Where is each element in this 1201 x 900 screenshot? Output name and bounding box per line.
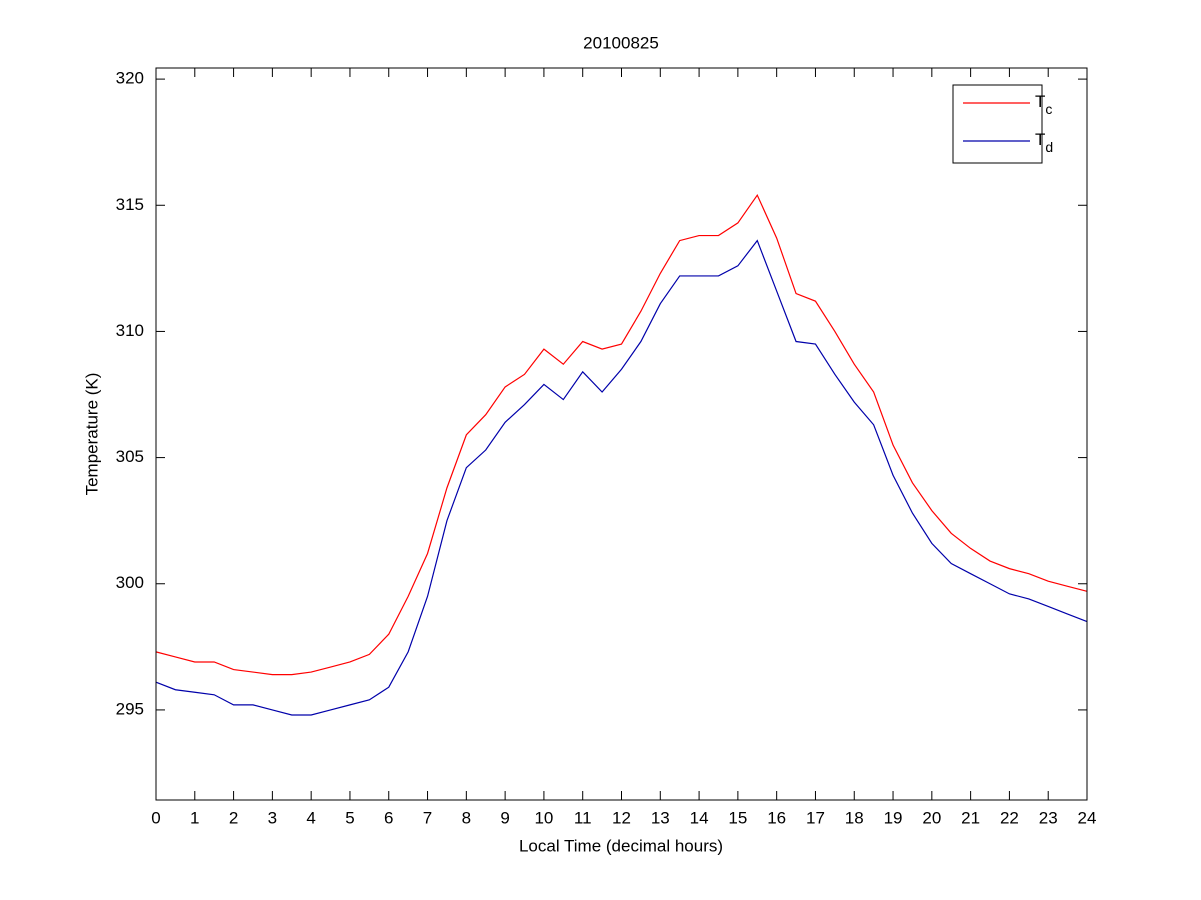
x-tick-label: 23: [1039, 808, 1058, 827]
x-tick-label: 12: [612, 808, 631, 827]
x-tick-label: 17: [806, 808, 825, 827]
x-tick-label: 5: [345, 808, 354, 827]
data-line: [155, 193, 1088, 676]
legend-label: Td: [1035, 130, 1053, 154]
x-tick-label: 6: [384, 808, 393, 827]
y-tick-label: 310: [116, 321, 144, 340]
x-tick-label: 22: [1000, 808, 1019, 827]
x-tick-label: 3: [268, 808, 277, 827]
x-tick-label: 4: [306, 808, 315, 827]
legend-label: Tc: [1035, 92, 1052, 116]
x-tick-label: 20: [922, 808, 941, 827]
y-tick-label: 300: [116, 573, 144, 592]
x-tick-label: 18: [845, 808, 864, 827]
x-tick-label: 24: [1078, 808, 1097, 827]
x-tick-label: 11: [574, 808, 592, 827]
y-tick-label: 295: [116, 699, 144, 718]
x-axis-label: Local Time (decimal hours): [519, 836, 723, 855]
x-tick-label: 13: [651, 808, 670, 827]
x-tick-label: 14: [690, 808, 709, 827]
x-tick-label: 0: [151, 808, 160, 827]
x-tick-label: 7: [423, 808, 432, 827]
x-tick-label: 16: [767, 808, 786, 827]
y-tick-label: 315: [116, 195, 144, 214]
x-tick-label: 9: [500, 808, 509, 827]
x-tick-label: 15: [728, 808, 747, 827]
legend-box: [952, 84, 1043, 164]
x-tick-label: 10: [534, 808, 553, 827]
data-line: [155, 239, 1088, 716]
x-tick-label: 8: [462, 808, 471, 827]
y-tick-label: 320: [116, 69, 144, 88]
y-tick-label: 305: [116, 447, 144, 466]
x-tick-label: 1: [190, 808, 199, 827]
x-tick-label: 19: [884, 808, 903, 827]
x-tick-label: 2: [229, 808, 238, 827]
chart-title: 20100825: [583, 33, 659, 52]
x-tick-label: 21: [961, 808, 980, 827]
y-axis-label: Temperature (K): [82, 373, 101, 496]
